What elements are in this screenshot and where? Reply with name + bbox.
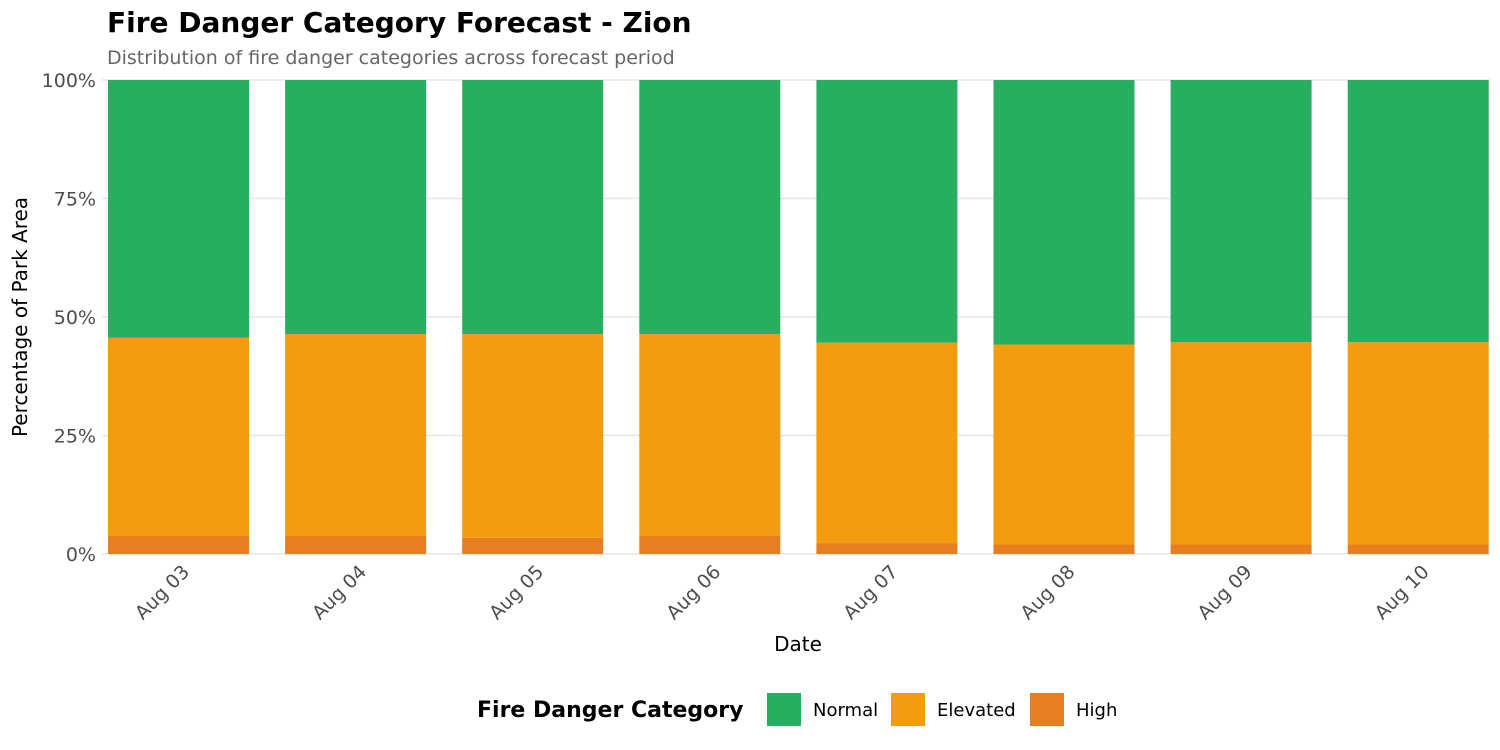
legend-label-high: High <box>1076 700 1117 721</box>
bar-elevated-aug-05 <box>462 334 604 538</box>
x-axis-title: Date <box>774 632 822 656</box>
bar-high-aug-10 <box>1347 544 1489 554</box>
bar-normal-aug-09 <box>1170 80 1312 343</box>
bar-elevated-aug-04 <box>285 334 427 536</box>
bar-normal-aug-05 <box>462 80 604 335</box>
bar-elevated-aug-09 <box>1170 342 1312 545</box>
y-tick-label: 100% <box>42 70 96 92</box>
x-axis-ticks: Aug 03 Aug 04 Aug 05 Aug 06 Aug 07 Aug 08 Aug … <box>131 561 1434 624</box>
bar-elevated-aug-08 <box>993 344 1135 545</box>
legend-swatch-normal <box>767 693 801 726</box>
legend: Fire Danger Category Normal Elevated High <box>477 693 1117 726</box>
y-axis-ticks: 0% 25% 50% 75% 100% <box>42 70 96 566</box>
bar-normal-aug-06 <box>639 80 781 335</box>
x-tick-label: Aug 06 <box>662 561 725 624</box>
bar-high-aug-05 <box>462 537 604 554</box>
bar-elevated-aug-06 <box>639 334 781 536</box>
x-tick-label: Aug 03 <box>131 561 194 624</box>
legend-title: Fire Danger Category <box>477 698 743 723</box>
chart-subtitle: Distribution of fire danger categories a… <box>107 47 675 69</box>
bar-high-aug-07 <box>816 543 958 554</box>
bar-elevated-aug-07 <box>816 342 958 544</box>
bar-normal-aug-10 <box>1347 80 1489 343</box>
bar-high-aug-03 <box>108 535 249 554</box>
legend-label-normal: Normal <box>813 700 878 721</box>
bar-normal-aug-08 <box>993 80 1135 345</box>
y-tick-label: 50% <box>54 307 96 329</box>
bar-normal-aug-03 <box>108 80 249 338</box>
bar-high-aug-04 <box>285 535 427 554</box>
legend-label-elevated: Elevated <box>937 700 1016 721</box>
legend-swatch-elevated <box>891 693 925 726</box>
bar-high-aug-08 <box>993 544 1135 554</box>
x-tick-label: Aug 08 <box>1016 561 1079 624</box>
bar-elevated-aug-03 <box>108 337 249 536</box>
x-tick-label: Aug 07 <box>839 561 902 624</box>
x-tick-label: Aug 10 <box>1371 561 1434 624</box>
bar-elevated-aug-10 <box>1347 342 1489 545</box>
x-tick-label: Aug 05 <box>485 561 548 624</box>
y-tick-label: 75% <box>54 189 96 211</box>
bar-high-aug-09 <box>1170 544 1312 554</box>
bar-normal-aug-07 <box>816 80 958 343</box>
bar-high-aug-06 <box>639 535 781 554</box>
chart-title: Fire Danger Category Forecast - Zion <box>107 6 692 39</box>
y-axis-title: Percentage of Park Area <box>8 197 32 437</box>
bars <box>108 80 1489 554</box>
x-tick-label: Aug 09 <box>1193 561 1256 624</box>
bar-normal-aug-04 <box>285 80 427 335</box>
x-tick-label: Aug 04 <box>308 561 371 624</box>
y-tick-label: 0% <box>66 544 96 566</box>
legend-swatch-high <box>1030 693 1064 726</box>
y-tick-label: 25% <box>54 426 96 448</box>
